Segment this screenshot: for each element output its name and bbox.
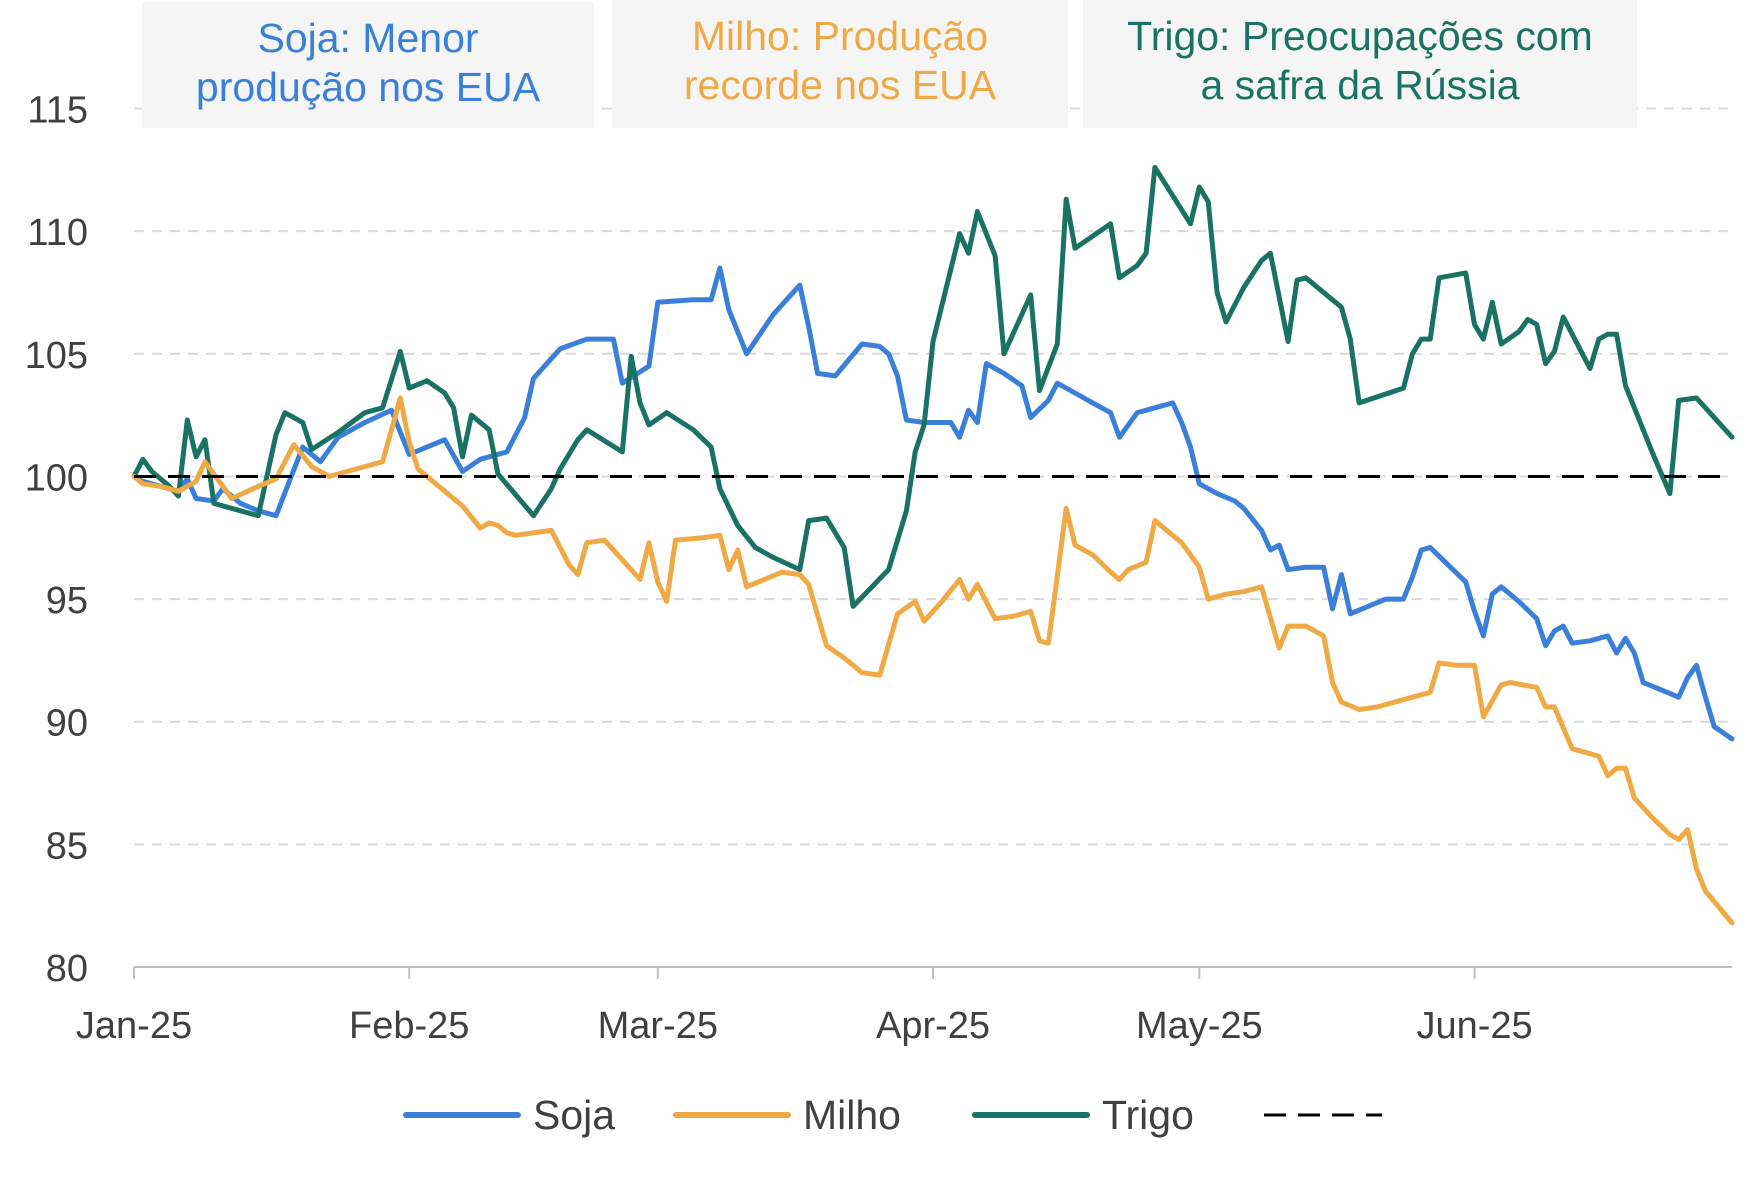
y-tick-label-95: 95 [46,580,88,622]
x-tick-label-Mar-25: Mar-25 [598,1005,718,1047]
annotation-trigo-line-1: Trigo: Preocupações com [1127,13,1593,59]
annotation-soja-line-1: Soja: Menor [257,15,479,61]
legend-item-reference [1262,1085,1384,1145]
legend-swatch-milho [673,1112,791,1118]
y-tick-label-90: 90 [46,703,88,745]
y-tick-label-115: 115 [27,90,88,132]
series-line-milho [131,395,1735,926]
x-tick-label-Jun-25: Jun-25 [1416,1005,1532,1047]
legend-item-trigo: Trigo [972,1085,1194,1145]
x-tick-label-May-25: May-25 [1136,1005,1263,1047]
annotation-trigo: Trigo: Preocupações com a safra da Rússi… [1083,0,1637,128]
legend-swatch-reference [1264,1113,1382,1117]
annotation-milho-line-1: Milho: Produção [691,13,989,59]
y-tick-label-80: 80 [46,948,88,990]
x-tick-label-Feb-25: Feb-25 [349,1005,469,1047]
axes: 80 85 90 95 100 105 110 115 Jan-25 Feb-25 Mar-25 Ap… [25,90,1732,1047]
y-tick-label-110: 110 [27,212,88,254]
legend-item-milho: Milho [673,1085,901,1145]
legend-item-soja: Soja [403,1085,615,1145]
annotation-soja-line-2: produção nos EUA [195,64,541,110]
series-line-trigo [131,164,1735,609]
annotation-milho: Milho: Produção recorde nos EUA [612,0,1068,128]
legend-swatch-soja [403,1112,521,1118]
annotation-milho-line-2: recorde nos EUA [683,62,997,108]
series-lines [131,164,1735,926]
y-tick-label-105: 105 [25,335,88,377]
x-tick-label-Apr-25: Apr-25 [876,1005,990,1047]
legend-label-trigo: Trigo [1102,1091,1194,1138]
series-line-soja [131,265,1735,742]
annotation-soja: Soja: Menor produção nos EUA [142,2,594,128]
legend-label-soja: Soja [533,1091,616,1138]
y-tick-label-100: 100 [25,457,88,499]
annotation-trigo-line-2: a safra da Rússia [1200,62,1520,108]
legend-label-milho: Milho [803,1091,901,1138]
legend-swatch-trigo [972,1112,1090,1118]
legend: Soja Milho Trigo [0,1085,1754,1145]
x-tick-label-Jan-25: Jan-25 [76,1005,192,1047]
y-tick-label-85: 85 [46,825,88,867]
